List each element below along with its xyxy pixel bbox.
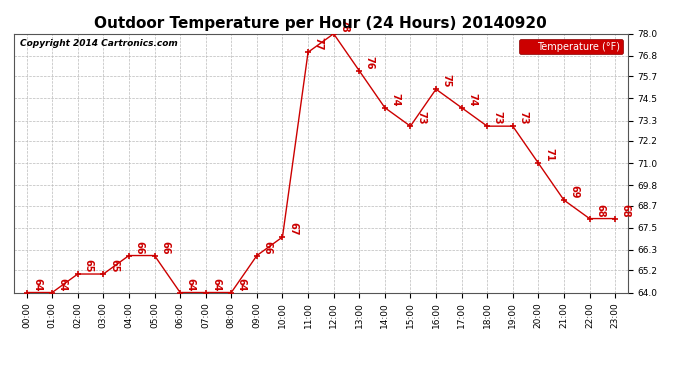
- Text: 64: 64: [58, 278, 68, 291]
- Text: 71: 71: [544, 148, 554, 162]
- Text: 66: 66: [135, 241, 144, 254]
- Text: 76: 76: [365, 56, 375, 69]
- Text: 75: 75: [442, 74, 451, 88]
- Text: 74: 74: [391, 93, 400, 106]
- Text: 68: 68: [621, 204, 631, 217]
- Text: 65: 65: [109, 259, 119, 273]
- Text: Copyright 2014 Cartronics.com: Copyright 2014 Cartronics.com: [20, 39, 178, 48]
- Title: Outdoor Temperature per Hour (24 Hours) 20140920: Outdoor Temperature per Hour (24 Hours) …: [95, 16, 547, 31]
- Text: 65: 65: [83, 259, 93, 273]
- Text: 74: 74: [467, 93, 477, 106]
- Text: 64: 64: [186, 278, 196, 291]
- Text: 66: 66: [262, 241, 273, 254]
- Text: 67: 67: [288, 222, 298, 236]
- Text: 73: 73: [493, 111, 503, 125]
- Text: 64: 64: [32, 278, 42, 291]
- Text: 77: 77: [314, 38, 324, 51]
- Legend: Temperature (°F): Temperature (°F): [519, 39, 623, 54]
- Text: 73: 73: [416, 111, 426, 125]
- Text: 66: 66: [160, 241, 170, 254]
- Text: 64: 64: [211, 278, 221, 291]
- Text: 78: 78: [339, 19, 349, 32]
- Text: 68: 68: [595, 204, 605, 217]
- Text: 73: 73: [518, 111, 529, 125]
- Text: 69: 69: [569, 185, 580, 199]
- Text: 64: 64: [237, 278, 247, 291]
